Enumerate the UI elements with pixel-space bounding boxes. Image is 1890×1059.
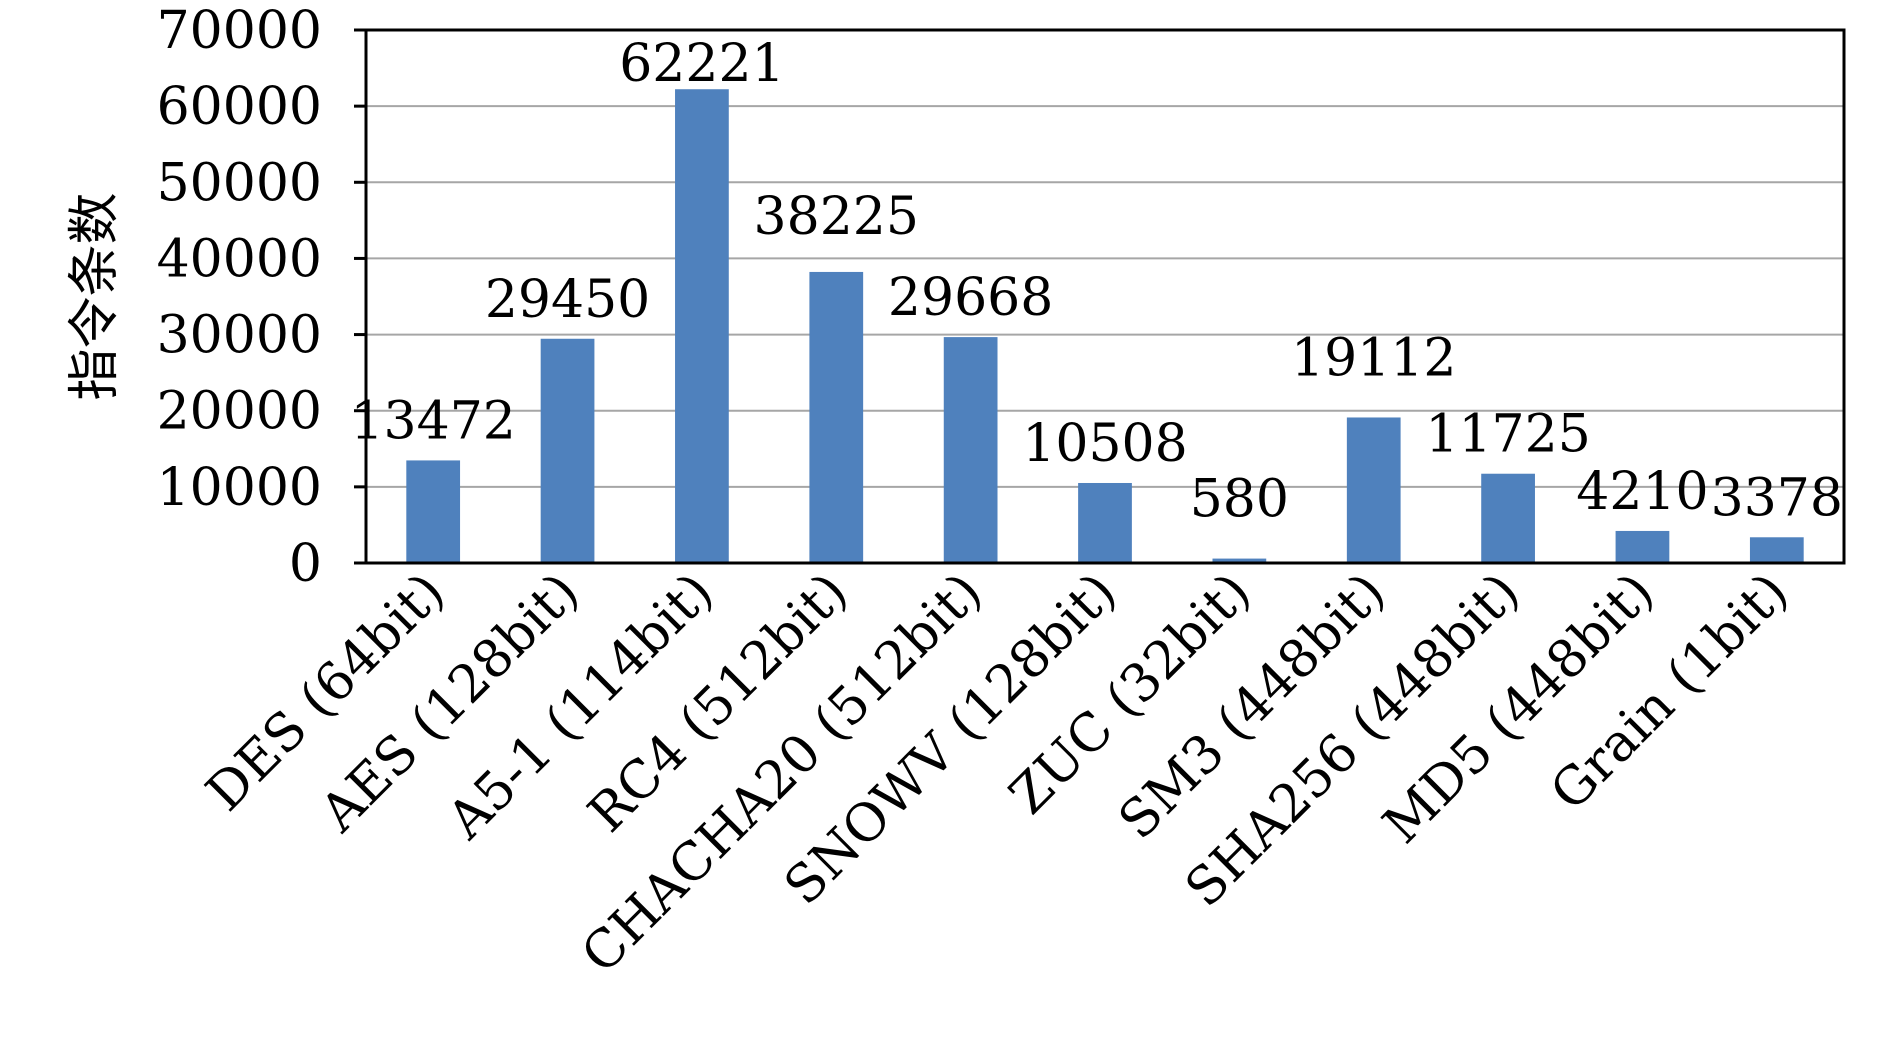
bar-value-label: 13472 [350, 391, 515, 451]
bar [1615, 530, 1670, 563]
bar [406, 460, 461, 563]
bar-value-label: 10508 [1022, 414, 1187, 474]
bar [675, 89, 729, 563]
plot-frame [364, 28, 1846, 565]
bar [1078, 482, 1132, 563]
y-axis-title: 指令条数 [65, 192, 125, 400]
bar [1481, 473, 1535, 563]
y-tick-label: 0 [289, 534, 322, 594]
y-tick-label: 70000 [157, 1, 322, 61]
bar [540, 338, 595, 563]
bars [406, 89, 1804, 563]
y-tick-label: 10000 [157, 458, 322, 518]
x-axis-category-labels: DES (64bit)AES (128bit)A5-1 (114bit)RC4 … [195, 562, 1800, 985]
x-category-label: Grain (1bit) [1539, 562, 1800, 823]
bar-value-label: 62221 [619, 34, 784, 94]
bar-value-label: 29450 [485, 270, 650, 330]
bar-value-label: 580 [1190, 470, 1289, 530]
y-tick-label: 60000 [157, 77, 322, 137]
y-tick-label: 20000 [157, 382, 322, 442]
bar [809, 271, 864, 563]
y-tick-label: 40000 [157, 229, 322, 289]
bar-value-label: 4210 [1576, 462, 1708, 522]
y-axis-ticks: 0 10000 20000 30000 40000 50000 60000 70000 [157, 1, 366, 594]
bar-value-label: 38225 [754, 187, 919, 247]
bar-value-label: 19112 [1291, 328, 1456, 388]
bar-value-label: 3378 [1711, 468, 1843, 528]
bar [1212, 558, 1267, 563]
bar-value-label: 11725 [1425, 405, 1590, 465]
y-tick-label: 30000 [157, 306, 322, 366]
bar [943, 337, 998, 563]
bar [1749, 537, 1804, 563]
gridlines [366, 105, 1844, 488]
bar [1346, 417, 1401, 563]
y-tick-label: 50000 [157, 153, 322, 213]
bar-value-label: 29668 [888, 268, 1053, 328]
